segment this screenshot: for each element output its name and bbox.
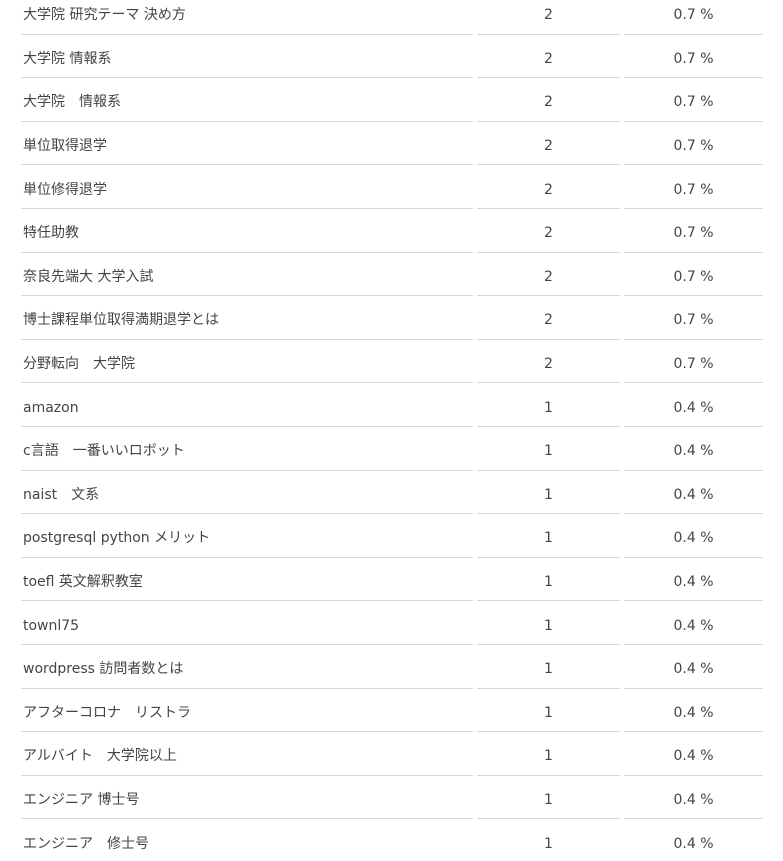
table-row: アルバイト 大学院以上 1 0.4 % bbox=[21, 732, 763, 776]
table-row: 分野転向 大学院 2 0.7 % bbox=[21, 340, 763, 384]
percent-cell: 0.7 % bbox=[624, 253, 763, 297]
count-cell: 2 bbox=[477, 253, 620, 297]
percent-cell: 0.7 % bbox=[624, 35, 763, 79]
table-row: エンジニア 博士号 1 0.4 % bbox=[21, 776, 763, 820]
table-row: townl75 1 0.4 % bbox=[21, 601, 763, 645]
table-row: naist 文系 1 0.4 % bbox=[21, 471, 763, 515]
search-term-cell: 大学院 情報系 bbox=[21, 35, 473, 79]
count-cell: 1 bbox=[477, 732, 620, 776]
table-row: postgresql python メリット 1 0.4 % bbox=[21, 514, 763, 558]
count-cell: 1 bbox=[477, 776, 620, 820]
search-term-cell: アルバイト 大学院以上 bbox=[21, 732, 473, 776]
table-row: 大学院 研究テーマ 決め方 2 0.7 % bbox=[21, 0, 763, 35]
table-row: amazon 1 0.4 % bbox=[21, 383, 763, 427]
search-term-cell: toefl 英文解釈教室 bbox=[21, 558, 473, 602]
search-term-cell: エンジニア 修士号 bbox=[21, 819, 473, 861]
search-term-cell: 単位取得退学 bbox=[21, 122, 473, 166]
percent-cell: 0.4 % bbox=[624, 427, 763, 471]
table-row: c言語 一番いいロボット 1 0.4 % bbox=[21, 427, 763, 471]
count-cell: 2 bbox=[477, 35, 620, 79]
table-row: 奈良先端大 大学入試 2 0.7 % bbox=[21, 253, 763, 297]
count-cell: 1 bbox=[477, 383, 620, 427]
percent-cell: 0.7 % bbox=[624, 0, 763, 35]
search-term-cell: 大学院 研究テーマ 決め方 bbox=[21, 0, 473, 35]
count-cell: 1 bbox=[477, 819, 620, 861]
percent-cell: 0.7 % bbox=[624, 122, 763, 166]
percent-cell: 0.4 % bbox=[624, 514, 763, 558]
table-row: 大学院 情報系 2 0.7 % bbox=[21, 35, 763, 79]
count-cell: 2 bbox=[477, 122, 620, 166]
percent-cell: 0.7 % bbox=[624, 340, 763, 384]
count-cell: 2 bbox=[477, 0, 620, 35]
table-row: wordpress 訪問者数とは 1 0.4 % bbox=[21, 645, 763, 689]
percent-cell: 0.4 % bbox=[624, 471, 763, 515]
percent-cell: 0.4 % bbox=[624, 732, 763, 776]
percent-cell: 0.4 % bbox=[624, 689, 763, 733]
table-row: 特任助教 2 0.7 % bbox=[21, 209, 763, 253]
count-cell: 1 bbox=[477, 427, 620, 471]
search-term-cell: 奈良先端大 大学入試 bbox=[21, 253, 473, 297]
percent-cell: 0.7 % bbox=[624, 78, 763, 122]
table-row: 大学院 情報系 2 0.7 % bbox=[21, 78, 763, 122]
table-row: toefl 英文解釈教室 1 0.4 % bbox=[21, 558, 763, 602]
search-term-cell: townl75 bbox=[21, 601, 473, 645]
count-cell: 1 bbox=[477, 558, 620, 602]
count-cell: 1 bbox=[477, 689, 620, 733]
search-term-cell: 単位修得退学 bbox=[21, 165, 473, 209]
count-cell: 2 bbox=[477, 209, 620, 253]
search-term-cell: naist 文系 bbox=[21, 471, 473, 515]
count-cell: 1 bbox=[477, 514, 620, 558]
count-cell: 2 bbox=[477, 340, 620, 384]
table-row: アフターコロナ リストラ 1 0.4 % bbox=[21, 689, 763, 733]
count-cell: 2 bbox=[477, 165, 620, 209]
table-row: 単位修得退学 2 0.7 % bbox=[21, 165, 763, 209]
search-terms-table-body: 大学院 研究テーマ 決め方 2 0.7 % 大学院 情報系 2 0.7 % 大学… bbox=[21, 0, 763, 861]
percent-cell: 0.4 % bbox=[624, 819, 763, 861]
count-cell: 1 bbox=[477, 645, 620, 689]
search-term-cell: 特任助教 bbox=[21, 209, 473, 253]
search-term-cell: 博士課程単位取得満期退学とは bbox=[21, 296, 473, 340]
percent-cell: 0.4 % bbox=[624, 601, 763, 645]
search-term-cell: postgresql python メリット bbox=[21, 514, 473, 558]
search-term-cell: 分野転向 大学院 bbox=[21, 340, 473, 384]
search-term-cell: c言語 一番いいロボット bbox=[21, 427, 473, 471]
count-cell: 2 bbox=[477, 78, 620, 122]
search-term-cell: amazon bbox=[21, 383, 473, 427]
search-terms-table: 大学院 研究テーマ 決め方 2 0.7 % 大学院 情報系 2 0.7 % 大学… bbox=[17, 0, 767, 861]
count-cell: 1 bbox=[477, 601, 620, 645]
search-term-cell: エンジニア 博士号 bbox=[21, 776, 473, 820]
count-cell: 1 bbox=[477, 471, 620, 515]
percent-cell: 0.4 % bbox=[624, 776, 763, 820]
percent-cell: 0.4 % bbox=[624, 383, 763, 427]
search-term-cell: wordpress 訪問者数とは bbox=[21, 645, 473, 689]
percent-cell: 0.7 % bbox=[624, 209, 763, 253]
count-cell: 2 bbox=[477, 296, 620, 340]
percent-cell: 0.4 % bbox=[624, 645, 763, 689]
table-row: 単位取得退学 2 0.7 % bbox=[21, 122, 763, 166]
search-term-cell: 大学院 情報系 bbox=[21, 78, 473, 122]
percent-cell: 0.7 % bbox=[624, 165, 763, 209]
table-row: エンジニア 修士号 1 0.4 % bbox=[21, 819, 763, 861]
table-row: 博士課程単位取得満期退学とは 2 0.7 % bbox=[21, 296, 763, 340]
percent-cell: 0.7 % bbox=[624, 296, 763, 340]
percent-cell: 0.4 % bbox=[624, 558, 763, 602]
search-term-cell: アフターコロナ リストラ bbox=[21, 689, 473, 733]
